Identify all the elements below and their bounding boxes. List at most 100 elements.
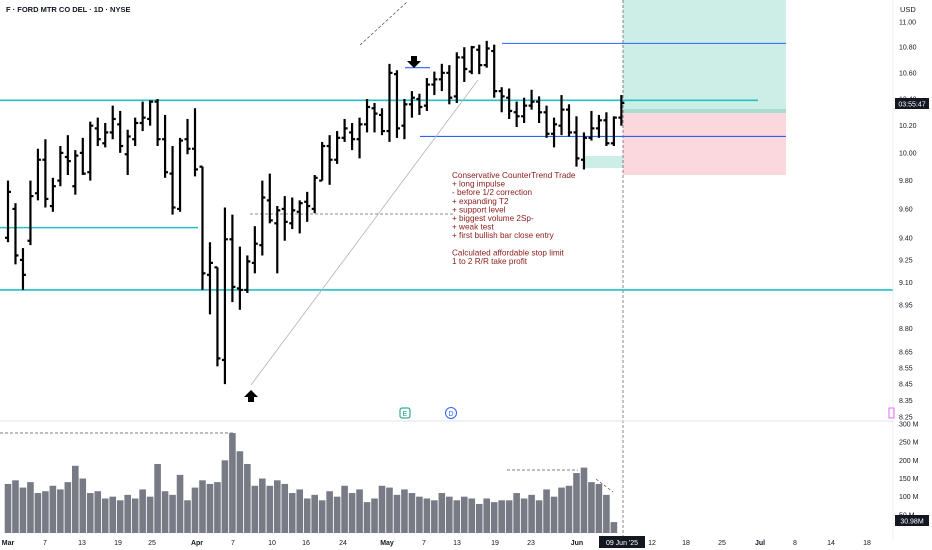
volume-bar: [296, 489, 304, 533]
ohlc-bar: [42, 139, 49, 208]
volume-bar: [371, 498, 378, 533]
trade-annotation[interactable]: Conservative CounterTrend Trade+ long im…: [452, 171, 576, 266]
price-tick-label: 8.55: [899, 365, 913, 372]
ohlc-bar: [416, 93, 423, 115]
ohlc-bar: [87, 121, 94, 181]
ohlc-bar: [229, 214, 236, 303]
ohlc-bar: [266, 173, 273, 224]
ohlc-bar: [401, 99, 408, 140]
ohlc-bar: [12, 203, 19, 265]
volume-bar: [408, 493, 416, 533]
volume-bar: [72, 465, 79, 533]
ohlc-bar: [506, 88, 513, 119]
ohlc-bar: [154, 99, 161, 147]
ohlc-bar: [304, 191, 311, 222]
ohlc-bar: [139, 101, 146, 132]
volume-bar: [169, 494, 176, 533]
ohlc-bar: [19, 248, 26, 290]
dividend-marker[interactable]: D: [445, 407, 457, 419]
target-zone[interactable]: [623, 0, 786, 111]
volume-bar: [139, 489, 146, 533]
ohlc-bar: [214, 266, 221, 367]
volume-bar: [483, 498, 491, 533]
volume-tick-label: 100 M: [899, 494, 919, 501]
volume-bar: [393, 494, 401, 533]
time-tick-label: 25: [718, 540, 726, 547]
volume-bar: [94, 491, 102, 533]
annotation-line: + weak test: [452, 223, 494, 232]
volume-bar: [498, 500, 505, 533]
volume-bar: [221, 460, 229, 533]
ohlc-bar: [259, 180, 266, 256]
price-tick-label: 9.25: [899, 257, 913, 264]
level-lines[interactable]: [0, 42, 893, 291]
volume-bar: [348, 493, 356, 533]
ohlc-bar: [341, 118, 348, 142]
time-tick-label: 14: [827, 540, 835, 547]
ohlc-bar: [498, 87, 505, 113]
volume-bar: [603, 494, 610, 533]
ohlc-bar: [162, 114, 169, 178]
time-tick-label: 13: [78, 540, 86, 547]
ohlc-bar: [132, 117, 139, 147]
ohlc-bar: [334, 131, 341, 164]
time-tick-label: 12: [648, 540, 656, 547]
ohlc-bar: [393, 70, 400, 138]
ohlc-bar: [536, 96, 543, 123]
date-tag: 09 Jun '25: [599, 536, 645, 548]
ohlc-bar: [5, 180, 11, 243]
annotation-line: 1 to 2 R/R take profit: [452, 257, 528, 266]
annotation-line: Calculated affordable stop limit: [452, 248, 565, 257]
volume-bar: [378, 485, 386, 533]
volume-bar: [460, 496, 468, 533]
time-tick-label: 18: [682, 540, 690, 547]
volume-bar: [57, 489, 64, 533]
ohlc-bar: [117, 110, 124, 153]
annotation-line: - before 1/2 correction: [452, 188, 533, 197]
annotation-line: Conservative CounterTrend Trade: [452, 171, 576, 180]
volume-tag: 30.98M: [895, 515, 929, 526]
volume-bar: [281, 483, 289, 533]
ohlc-bar: [57, 146, 64, 187]
time-tick-label: 7: [422, 540, 426, 547]
volume-bar: [161, 491, 169, 533]
ohlc-bar: [453, 52, 460, 103]
volume-bar: [79, 478, 87, 533]
earnings-marker[interactable]: E: [399, 407, 411, 419]
volume-bar: [146, 496, 154, 533]
price-tick-label: 8.45: [899, 382, 913, 389]
ohlc-bar: [423, 78, 430, 111]
volume-bar: [513, 493, 520, 533]
volume-bar: [19, 487, 27, 533]
volume-bar: [259, 478, 266, 533]
ohlc-bar: [491, 44, 498, 98]
ohlc-bar: [551, 117, 558, 148]
volume-bar: [311, 494, 318, 533]
volume-bar: [528, 494, 535, 533]
time-axis[interactable]: Mar 7 13 19 25 Apr 7 10 16 24 May 7 13 19 23 Jun 12 18 25 J…: [2, 540, 871, 547]
time-tick-label: 7: [231, 540, 235, 547]
ohlc-bar: [573, 116, 580, 167]
volume-bar: [154, 463, 161, 533]
price-tick-label: 9.10: [899, 280, 913, 287]
volume-bar: [236, 451, 244, 533]
price-axis[interactable]: 11.0010.8010.6010.4010.2010.009.809.609.…: [899, 20, 917, 422]
volume-bar: [42, 491, 49, 533]
time-tick-label: 23: [527, 540, 535, 547]
trend-line[interactable]: [250, 79, 479, 386]
volume-bar: [468, 498, 476, 533]
annotation-line: + biggest volume 2Sp-: [452, 214, 534, 223]
volume-bar: [356, 489, 363, 533]
ohlc-bar: [27, 180, 34, 246]
volume-bar: [191, 487, 199, 533]
annotation-line: + long impulse: [452, 180, 505, 189]
volume-tick-label: 200 M: [899, 458, 919, 465]
volume-bar: [109, 496, 117, 533]
weak-test-highlight: [585, 156, 623, 168]
stop-zone[interactable]: [623, 110, 786, 176]
price-tick-label: 9.40: [899, 235, 913, 242]
volume-bar: [431, 500, 438, 533]
price-tick-label: 10.20: [899, 123, 917, 130]
